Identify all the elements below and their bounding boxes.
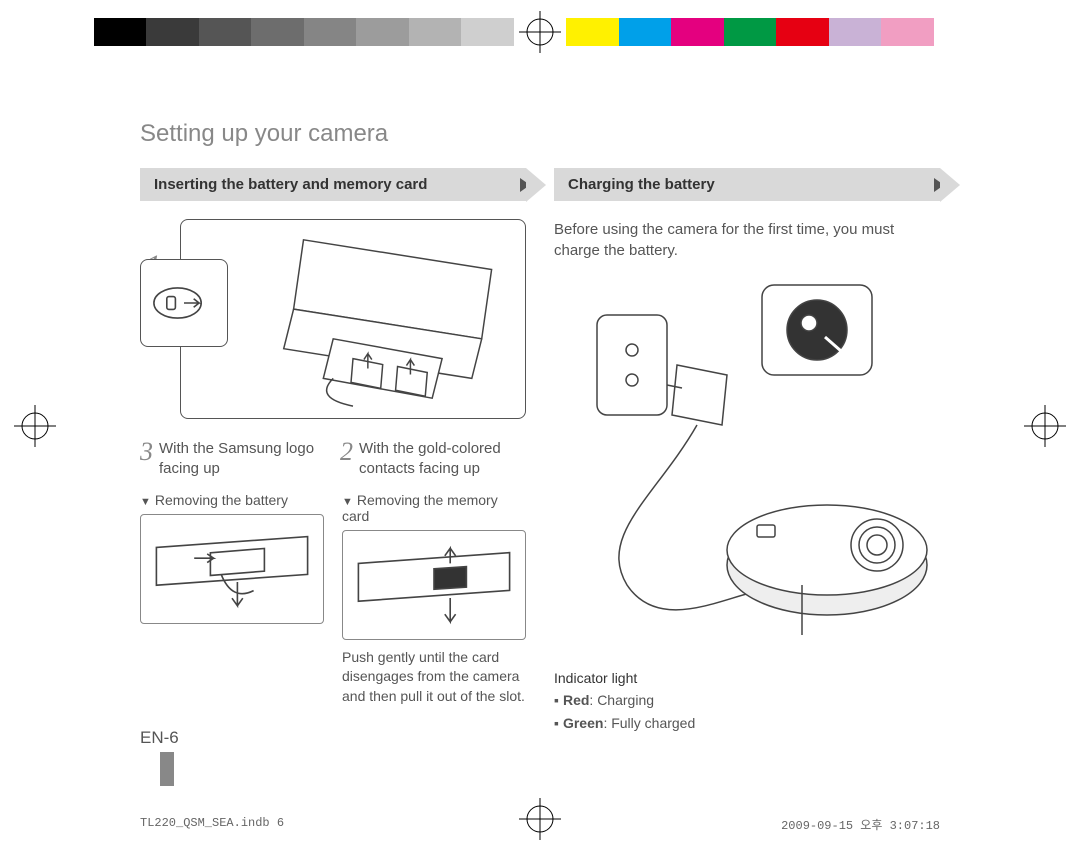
color-swatch bbox=[619, 18, 671, 46]
color-swatch bbox=[409, 18, 461, 46]
color-swatch bbox=[776, 18, 828, 46]
indicator-light-label: Indicator light bbox=[554, 667, 940, 689]
color-swatch bbox=[199, 18, 251, 46]
color-swatch bbox=[146, 18, 198, 46]
triangle-down-icon: ▼ bbox=[140, 496, 151, 508]
color-swatch bbox=[461, 18, 513, 46]
charging-illustration bbox=[554, 275, 940, 655]
color-swatch bbox=[566, 18, 618, 46]
registration-mark-top bbox=[519, 11, 561, 53]
battery-latch-detail-illustration bbox=[140, 259, 228, 347]
color-swatch bbox=[724, 18, 776, 46]
heading-inserting: Inserting the battery and memory card bbox=[140, 168, 526, 201]
step-2-text: With the gold-colored contacts facing up bbox=[359, 439, 526, 480]
footer-timestamp: 2009-09-15 오후 3:07:18 bbox=[781, 816, 940, 833]
column-inserting: Inserting the battery and memory card 1 … bbox=[140, 168, 526, 786]
camera-open-illustration bbox=[180, 219, 526, 419]
step-2-number: 2 bbox=[340, 439, 353, 480]
page-number: EN-6 bbox=[140, 728, 526, 748]
heading-charging-text: Charging the battery bbox=[568, 176, 715, 193]
color-swatch bbox=[671, 18, 723, 46]
print-footer: TL220_QSM_SEA.indb 6 2009-09-15 오후 3:07:… bbox=[140, 816, 940, 833]
page-title: Setting up your camera bbox=[140, 120, 940, 148]
indicator-green-line: ▪Green: Fully charged bbox=[554, 712, 940, 734]
color-swatch bbox=[829, 18, 881, 46]
step-3-text: With the Samsung logo facing up bbox=[159, 439, 326, 480]
heading-charging: Charging the battery bbox=[554, 168, 940, 201]
triangle-down-icon: ▼ bbox=[342, 496, 353, 508]
color-swatch bbox=[934, 18, 986, 46]
registration-mark-left bbox=[14, 405, 56, 447]
removing-card-caption: Push gently until the card disengages fr… bbox=[342, 648, 526, 707]
column-charging: Charging the battery Before using the ca… bbox=[554, 168, 940, 786]
page-content: Setting up your camera Inserting the bat… bbox=[140, 120, 940, 771]
color-swatch bbox=[94, 18, 146, 46]
indicator-red-line: ▪Red: Charging bbox=[554, 689, 940, 711]
removing-card-label: ▼Removing the memory card bbox=[342, 492, 526, 524]
color-swatch bbox=[304, 18, 356, 46]
arrow-icon bbox=[520, 178, 530, 192]
color-swatch bbox=[881, 18, 933, 46]
arrow-icon bbox=[934, 178, 944, 192]
heading-inserting-text: Inserting the battery and memory card bbox=[154, 176, 427, 193]
removing-card-illustration bbox=[342, 530, 526, 640]
step-3-number: 3 bbox=[140, 439, 153, 480]
page-number-bar bbox=[160, 752, 174, 786]
color-swatch bbox=[251, 18, 303, 46]
removing-battery-illustration bbox=[140, 514, 324, 624]
indicator-light-block: Indicator light ▪Red: Charging ▪Green: F… bbox=[554, 667, 940, 734]
registration-mark-right bbox=[1024, 405, 1066, 447]
footer-file: TL220_QSM_SEA.indb 6 bbox=[140, 816, 284, 833]
charging-intro: Before using the camera for the first ti… bbox=[554, 219, 940, 261]
color-swatch bbox=[356, 18, 408, 46]
removing-battery-label: ▼Removing the battery bbox=[140, 492, 324, 508]
